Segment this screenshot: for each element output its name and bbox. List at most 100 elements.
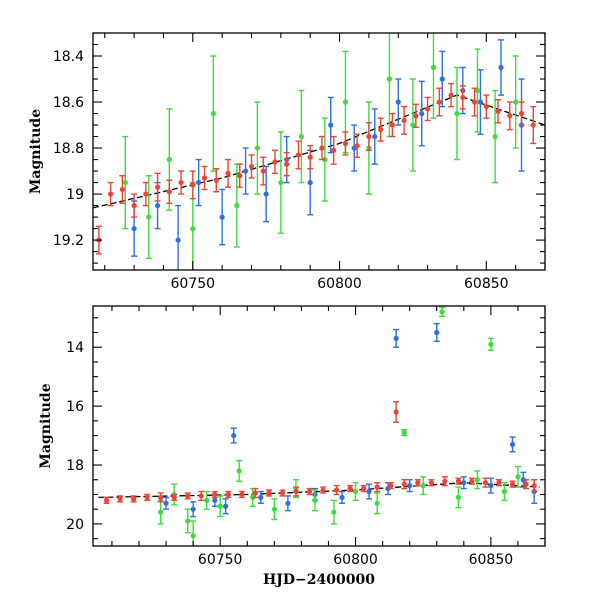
data-point (507, 113, 513, 119)
data-point (201, 175, 208, 181)
data-point (339, 494, 345, 501)
trend-line (98, 482, 540, 499)
data-point (175, 237, 181, 243)
y-tick-label: 18.8 (53, 141, 84, 157)
data-point (347, 485, 353, 492)
data-point (386, 76, 393, 82)
data-point (239, 491, 245, 498)
data-point (108, 191, 114, 197)
y-tick-label: 14 (66, 340, 84, 356)
data-point (460, 94, 466, 101)
data-point (154, 202, 161, 209)
data-point (515, 474, 521, 480)
data-point (260, 168, 266, 174)
data-point (212, 491, 218, 498)
data-point (469, 478, 475, 484)
data-point (117, 496, 123, 502)
data-point (413, 113, 419, 119)
data-point (237, 173, 243, 179)
data-point (219, 214, 225, 220)
data-point (328, 122, 334, 128)
data-point (312, 497, 318, 503)
data-point (428, 480, 434, 486)
data-point (284, 161, 290, 167)
data-point (395, 99, 401, 105)
data-point (212, 497, 218, 503)
series-1 (157, 306, 521, 546)
data-point (374, 500, 380, 506)
data-point (231, 432, 237, 439)
data-point (523, 481, 529, 487)
data-point (278, 179, 284, 186)
bottom-data-layer (98, 306, 540, 546)
data-point (419, 110, 425, 117)
data-point (307, 154, 313, 160)
data-point (298, 133, 304, 140)
data-point (361, 485, 367, 492)
data-point (477, 99, 484, 105)
series-0 (131, 39, 525, 270)
data-point (513, 99, 519, 105)
data-point (342, 99, 349, 105)
data-point (388, 483, 394, 489)
data-point (509, 441, 516, 448)
data-point (492, 133, 498, 140)
data-point (454, 110, 460, 117)
data-point (366, 488, 372, 495)
trend-line (93, 94, 545, 209)
data-point (410, 122, 416, 128)
data-point (213, 177, 219, 183)
data-point (252, 490, 258, 496)
data-point (488, 483, 494, 489)
data-point (295, 152, 302, 158)
data-point (331, 509, 337, 515)
data-point (342, 140, 349, 147)
top-y-axis-title: Magnitude (28, 109, 44, 194)
data-point (243, 168, 249, 174)
data-point (393, 335, 399, 341)
data-point (143, 191, 149, 197)
data-point (374, 484, 380, 490)
data-point (190, 182, 196, 188)
data-point (223, 503, 229, 509)
data-point (352, 488, 359, 495)
data-point (354, 143, 360, 149)
data-point (204, 497, 210, 503)
series-1 (122, 33, 519, 270)
bottom-panel: 60750 60800 60850 14 16 18 20 Magnitude HJD−24… (38, 305, 546, 588)
data-point (474, 87, 481, 94)
data-point (279, 490, 286, 496)
data-point (198, 493, 204, 499)
data-point (158, 509, 164, 515)
x-tick-label: 60850 (464, 276, 509, 292)
x-tick-label: 60800 (317, 276, 362, 292)
data-point (146, 214, 152, 220)
x-tick-label: 60850 (469, 552, 514, 568)
data-point (455, 494, 461, 501)
data-point (455, 478, 461, 484)
data-point (131, 225, 137, 232)
data-point (434, 329, 440, 336)
data-point (263, 191, 269, 197)
data-point (407, 483, 413, 489)
data-point (306, 488, 313, 495)
y-tick-label: 18.6 (53, 95, 84, 111)
data-point (501, 488, 508, 495)
bottom-y-axis-title: Magnitude (38, 383, 54, 468)
data-point (122, 179, 128, 186)
data-point (185, 493, 191, 499)
data-point (185, 518, 191, 524)
data-point (401, 117, 407, 124)
top-ticks: 60750 60800 60850 18.4 18.6 18.8 19 19.2 (53, 32, 546, 292)
data-point (293, 488, 299, 495)
data-point (401, 481, 407, 487)
data-point (248, 163, 255, 170)
data-point (190, 225, 196, 232)
data-point (158, 494, 164, 501)
data-point (307, 179, 313, 186)
data-point (474, 477, 480, 483)
data-point (171, 494, 177, 501)
bottom-ticks: 60750 60800 60850 14 16 18 20 (66, 306, 546, 568)
bottom-plot-frame (92, 305, 546, 547)
data-point (272, 159, 278, 165)
